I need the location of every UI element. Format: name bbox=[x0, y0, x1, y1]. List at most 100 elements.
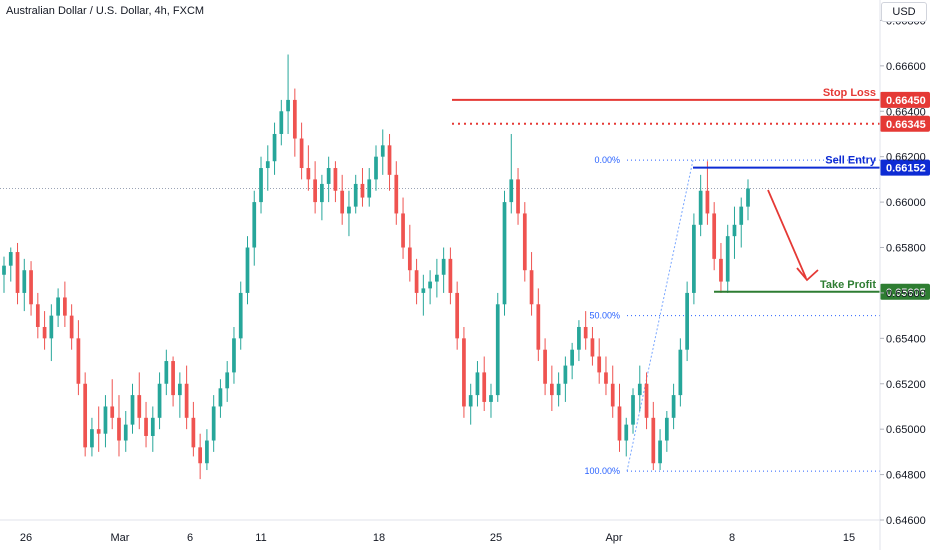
candle-body bbox=[374, 156, 378, 180]
candle-body bbox=[69, 315, 74, 339]
trade-levels: Stop Loss 0.66450 0.66345 Sell Entry 0.66152… bbox=[452, 87, 930, 300]
candle-body bbox=[286, 99, 290, 112]
y-tick-label: 0.65600 bbox=[886, 288, 926, 300]
price-badge bbox=[880, 283, 930, 300]
fibonacci-retracement: 0.00% 50.00% 100.00% bbox=[584, 155, 880, 476]
candle-body bbox=[428, 281, 432, 289]
price-badge-label: 0.66152 bbox=[886, 163, 926, 175]
plot-area[interactable] bbox=[0, 0, 880, 520]
candle-body bbox=[137, 395, 142, 418]
candle-body bbox=[746, 188, 750, 207]
candle-body bbox=[719, 258, 723, 282]
candle-body bbox=[394, 174, 399, 214]
candle-body bbox=[482, 372, 487, 402]
candle-body bbox=[90, 429, 94, 448]
candle-body bbox=[157, 383, 162, 418]
chart-title: Australian Dollar / U.S. Dollar, 4h, FXC… bbox=[6, 5, 204, 17]
candle-body bbox=[164, 361, 169, 384]
candle-body bbox=[299, 138, 304, 169]
candle-body bbox=[306, 168, 311, 180]
candle-body bbox=[123, 424, 128, 441]
candle-body bbox=[218, 388, 223, 407]
y-tick-label: 0.64800 bbox=[886, 470, 926, 482]
candle-body bbox=[367, 179, 372, 198]
candle-body bbox=[265, 161, 270, 169]
y-tick-label: 0.66200 bbox=[886, 152, 926, 164]
candle-body bbox=[76, 338, 81, 384]
candle-body bbox=[232, 338, 236, 373]
candle-body bbox=[563, 365, 568, 384]
level-label: Stop Loss bbox=[823, 87, 876, 99]
candle-body bbox=[83, 383, 88, 448]
candle-body bbox=[414, 270, 419, 293]
projection-arrow bbox=[767, 189, 819, 282]
y-tick-label: 0.66600 bbox=[886, 61, 926, 73]
fib-trend-line bbox=[626, 159, 694, 472]
candle-body bbox=[522, 213, 527, 271]
candle-body bbox=[29, 270, 33, 305]
candle-body bbox=[22, 270, 27, 293]
candle-body bbox=[468, 395, 473, 407]
candle-body bbox=[103, 406, 108, 434]
candle-body bbox=[725, 236, 730, 282]
candle-body bbox=[184, 383, 189, 418]
candle-body bbox=[549, 383, 554, 396]
candle-body bbox=[49, 315, 54, 339]
candle-body bbox=[15, 252, 20, 293]
candle-body bbox=[347, 206, 351, 214]
price-badge bbox=[880, 159, 930, 176]
candle-body bbox=[2, 265, 6, 275]
candle-body bbox=[583, 326, 588, 339]
x-tick-label: 25 bbox=[490, 532, 502, 544]
currency-button[interactable]: USD bbox=[881, 2, 927, 22]
price-badge bbox=[880, 91, 930, 108]
candle-body bbox=[245, 247, 250, 293]
candle-body bbox=[448, 258, 453, 293]
candle-body bbox=[577, 326, 581, 350]
candle-body bbox=[205, 440, 209, 464]
candle-body bbox=[678, 349, 683, 396]
candle-body bbox=[536, 304, 541, 350]
x-tick-label: 8 bbox=[729, 532, 735, 544]
candle-body bbox=[387, 145, 392, 175]
candle-body bbox=[671, 395, 676, 418]
level-label: Sell Entry bbox=[825, 155, 877, 167]
y-tick-label: 0.66000 bbox=[886, 197, 926, 209]
candle-body bbox=[198, 447, 203, 464]
candle-body bbox=[732, 224, 737, 237]
x-tick-label: Apr bbox=[605, 532, 622, 544]
candle-body bbox=[191, 417, 196, 448]
candle-body bbox=[455, 292, 460, 339]
candle-body bbox=[238, 292, 243, 339]
candle-body bbox=[624, 424, 629, 441]
candle-body bbox=[380, 145, 385, 157]
candle-body bbox=[658, 440, 662, 464]
candle-body bbox=[739, 206, 744, 225]
candle-body bbox=[272, 133, 277, 162]
candle-body bbox=[401, 213, 405, 248]
candle-body bbox=[279, 111, 284, 134]
candle-body bbox=[177, 383, 182, 396]
candle-body bbox=[225, 372, 230, 389]
candle-body bbox=[489, 395, 493, 402]
candle-body bbox=[570, 349, 575, 366]
candle-body bbox=[211, 406, 216, 441]
candle-body bbox=[475, 372, 480, 396]
candle-body bbox=[96, 429, 101, 434]
level-label: Take Profit bbox=[820, 279, 876, 291]
candle-body bbox=[692, 224, 696, 293]
x-tick-label: 6 bbox=[187, 532, 193, 544]
candle-body bbox=[360, 183, 365, 198]
candle-body bbox=[421, 288, 426, 293]
x-tick-label: 18 bbox=[373, 532, 385, 544]
candlestick-series bbox=[2, 54, 750, 480]
candle-body bbox=[63, 297, 67, 316]
candle-body bbox=[320, 183, 324, 203]
candle-body bbox=[56, 297, 60, 316]
candle-body bbox=[637, 383, 642, 396]
time-axis[interactable]: 26 Mar 6 11 18 25 Apr 8 15 bbox=[20, 532, 855, 544]
price-axis[interactable]: 0.668000.666000.664000.662000.660000.658… bbox=[880, 15, 926, 527]
candle-body bbox=[495, 304, 500, 396]
